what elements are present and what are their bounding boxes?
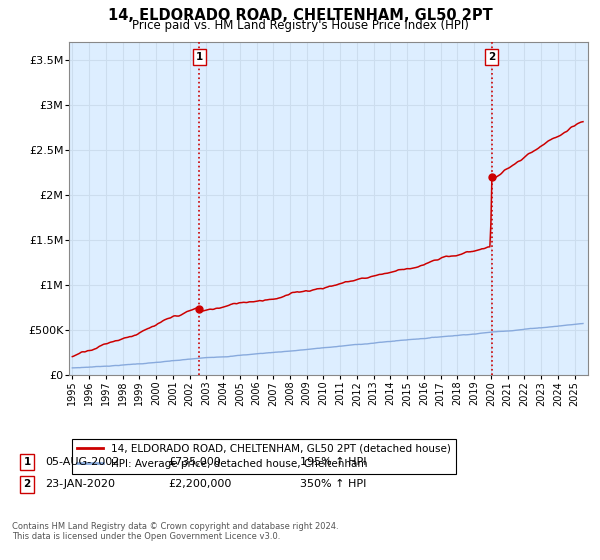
Text: Price paid vs. HM Land Registry's House Price Index (HPI): Price paid vs. HM Land Registry's House …	[131, 19, 469, 32]
Text: This data is licensed under the Open Government Licence v3.0.: This data is licensed under the Open Gov…	[12, 532, 280, 541]
Text: 1: 1	[23, 457, 31, 467]
Text: £735,000: £735,000	[168, 457, 221, 467]
Text: 14, ELDORADO ROAD, CHELTENHAM, GL50 2PT: 14, ELDORADO ROAD, CHELTENHAM, GL50 2PT	[107, 8, 493, 24]
Legend: 14, ELDORADO ROAD, CHELTENHAM, GL50 2PT (detached house), HPI: Average price, de: 14, ELDORADO ROAD, CHELTENHAM, GL50 2PT …	[71, 438, 456, 474]
Text: £2,200,000: £2,200,000	[168, 479, 232, 489]
Text: 2: 2	[23, 479, 31, 489]
Text: 1: 1	[196, 52, 203, 62]
Text: 2: 2	[488, 52, 496, 62]
Text: 350% ↑ HPI: 350% ↑ HPI	[300, 479, 367, 489]
Text: Contains HM Land Registry data © Crown copyright and database right 2024.: Contains HM Land Registry data © Crown c…	[12, 522, 338, 531]
Text: 05-AUG-2002: 05-AUG-2002	[45, 457, 119, 467]
Text: 23-JAN-2020: 23-JAN-2020	[45, 479, 115, 489]
Text: 195% ↑ HPI: 195% ↑ HPI	[300, 457, 367, 467]
